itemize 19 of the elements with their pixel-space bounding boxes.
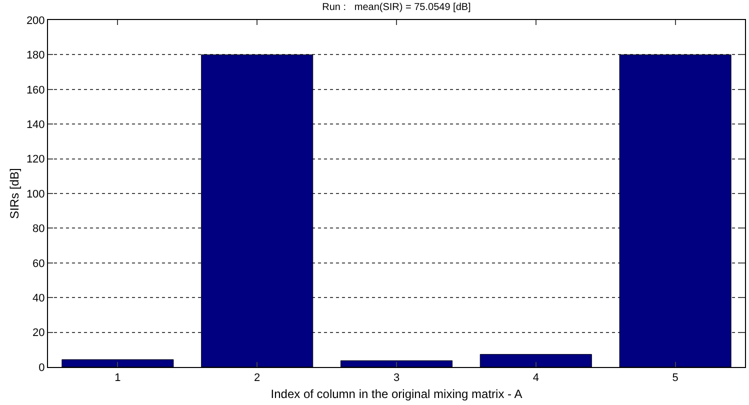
x-tick-label: 1: [114, 372, 121, 384]
x-tick-label: 3: [393, 372, 400, 384]
x-tick-label: 4: [532, 372, 539, 384]
y-tick-label: 80: [32, 223, 45, 236]
y-axis-title: SIRs [dB]: [8, 168, 22, 219]
y-tick-label: 200: [26, 14, 45, 27]
y-tick-label: 180: [26, 50, 45, 62]
chart-title: Run : mean(SIR) = 75.0549 [dB]: [322, 2, 472, 13]
y-tick-label: 40: [32, 292, 45, 304]
y-tick-label: 0: [38, 362, 45, 374]
x-tick-label: 2: [254, 372, 260, 384]
x-axis-title: Index of column in the original mixing matrix - A: [270, 387, 522, 402]
y-tick-label: 160: [26, 84, 45, 96]
y-tick-label: 120: [26, 154, 45, 166]
y-tick-label: 100: [26, 188, 45, 200]
y-tick-label: 140: [26, 118, 45, 131]
y-tick-label: 60: [32, 258, 45, 270]
x-tick-label: 5: [672, 372, 678, 384]
y-tick-label: 20: [32, 327, 45, 340]
